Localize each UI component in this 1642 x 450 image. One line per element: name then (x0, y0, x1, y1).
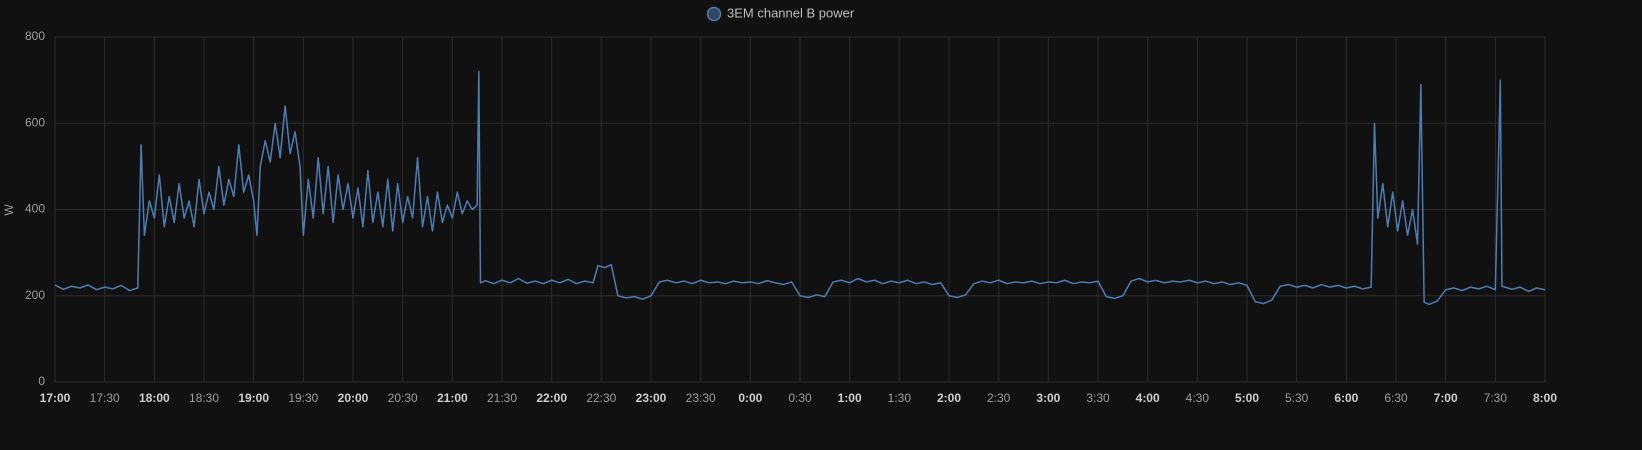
x-tick-label: 19:00 (238, 391, 269, 405)
x-tick-label: 5:00 (1235, 391, 1259, 405)
x-tick-label: 20:30 (388, 391, 418, 405)
y-tick-label: 600 (25, 115, 45, 129)
y-axis-label: W (2, 204, 16, 216)
x-tick-label: 2:00 (937, 391, 961, 405)
x-tick-label: 20:00 (338, 391, 369, 405)
x-tick-label: 21:00 (437, 391, 468, 405)
x-tick-label: 18:00 (139, 391, 170, 405)
y-tick-label: 200 (25, 288, 45, 302)
x-tick-label: 23:30 (686, 391, 716, 405)
x-tick-label: 17:30 (90, 391, 120, 405)
x-tick-label: 7:00 (1434, 391, 1458, 405)
x-tick-label: 22:00 (536, 391, 567, 405)
x-tick-label: 18:30 (189, 391, 219, 405)
x-tick-label: 4:00 (1136, 391, 1160, 405)
x-tick-label: 1:00 (838, 391, 862, 405)
x-tick-label: 6:00 (1334, 391, 1358, 405)
x-tick-label: 0:00 (738, 391, 762, 405)
x-tick-label: 22:30 (586, 391, 616, 405)
x-tick-label: 8:00 (1533, 391, 1557, 405)
x-tick-label: 5:30 (1285, 391, 1309, 405)
x-tick-label: 3:00 (1036, 391, 1060, 405)
y-tick-label: 0 (38, 374, 45, 388)
series-line (54, 70, 1546, 306)
legend-label: 3EM channel B power (727, 5, 855, 20)
x-tick-label: 23:00 (636, 391, 667, 405)
x-tick-label: 1:30 (888, 391, 912, 405)
y-tick-label: 800 (25, 29, 45, 43)
x-tick-label: 17:00 (40, 391, 71, 405)
x-tick-label: 2:30 (987, 391, 1011, 405)
x-tick-label: 0:30 (788, 391, 812, 405)
x-tick-label: 7:30 (1484, 391, 1508, 405)
x-tick-label: 6:30 (1384, 391, 1408, 405)
x-tick-label: 19:30 (288, 391, 318, 405)
y-tick-label: 400 (25, 202, 45, 216)
x-tick-label: 3:30 (1086, 391, 1110, 405)
legend-swatch (706, 6, 722, 22)
x-tick-label: 4:30 (1186, 391, 1210, 405)
x-tick-label: 21:30 (487, 391, 517, 405)
